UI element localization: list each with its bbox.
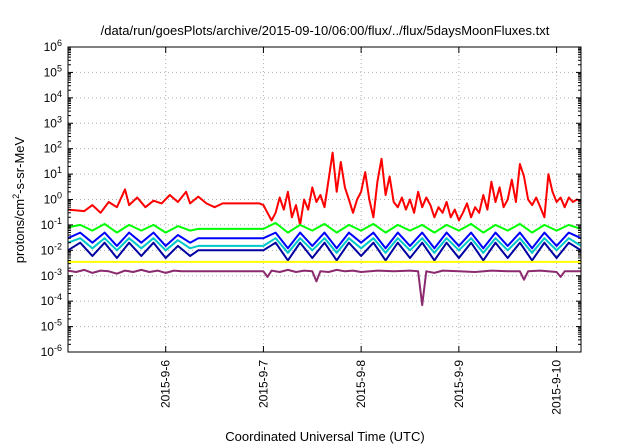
y-tick-label: 10-3 [41,267,62,283]
flux-series-line-7 [67,268,581,307]
y-tick-label: 105 [44,63,62,79]
y-tick-exponent: -6 [54,343,62,353]
y-tick-label: 101 [44,165,62,181]
y-tick-exponent: -4 [54,292,62,302]
y-axis-label: protons/cm2-s-sr-MeV [11,136,27,263]
ticks-layer [68,46,581,353]
series-layer [67,151,582,307]
flux-series-line-2 [67,221,582,234]
y-tick-exponent: 5 [57,63,62,73]
y-tick-label: 10-4 [41,292,62,308]
y-tick-base: 10 [41,218,55,232]
flux-series-line-3 [67,237,582,254]
y-tick-label: 104 [44,89,62,105]
y-tick-base: 10 [41,320,55,334]
y-tick-exponent: -1 [54,216,62,226]
y-tick-base: 10 [44,193,58,207]
y-tick-exponent: 0 [57,191,62,201]
y-axis-label-prefix: protons/cm [12,199,27,263]
x-tick-labels: 2015-9-6 2015-9-7 2015-9-8 2015-9-9 2015-9-1… [159,360,564,415]
y-tick-label: 103 [44,114,62,130]
y-tick-base: 10 [41,243,55,257]
x-tick-label: 2015-9-10 [550,360,564,415]
y-tick-base: 10 [41,269,55,283]
y-tick-label: 10-5 [41,318,62,334]
y-tick-labels: 10-610-510-410-310-210-11001011021031041… [41,38,62,359]
x-tick-label: 2015-9-9 [452,360,466,408]
y-tick-base: 10 [41,345,55,359]
y-tick-exponent: 6 [57,38,62,48]
y-tick-base: 10 [44,40,58,54]
flux-series-line-1 [67,151,582,226]
y-tick-label: 10-1 [41,216,62,232]
y-tick-exponent: 2 [57,140,62,150]
y-tick-exponent: -2 [54,241,62,251]
y-tick-base: 10 [44,91,58,105]
y-tick-label: 10-6 [41,343,62,359]
y-tick-base: 10 [41,294,55,308]
x-axis-label: Coordinated Universal Time (UTC) [225,429,424,444]
x-tick-label: 2015-9-7 [256,360,270,408]
y-tick-exponent: -3 [54,267,62,277]
y-tick-base: 10 [44,116,58,130]
y-tick-exponent: 4 [57,89,62,99]
y-tick-label: 10-2 [41,241,62,257]
chart-title: /data/run/goesPlots/archive/2015-09-10/0… [101,23,550,38]
y-axis-label-suffix: -s-sr-MeV [12,136,27,193]
y-tick-base: 10 [44,142,58,156]
y-tick-exponent: 3 [57,114,62,124]
y-tick-base: 10 [44,65,58,79]
y-tick-label: 102 [44,140,62,156]
x-tick-label: 2015-9-6 [159,360,173,408]
y-tick-label: 106 [44,38,62,54]
y-tick-label: 100 [44,191,62,207]
y-axis-label-sup: 2 [11,194,21,199]
x-tick-label: 2015-9-8 [354,360,368,408]
y-tick-base: 10 [44,167,58,181]
flux-series-line-5 [67,241,582,262]
y-tick-exponent: 1 [57,165,62,175]
y-tick-exponent: -5 [54,318,62,328]
flux-series-line-4 [67,231,582,250]
